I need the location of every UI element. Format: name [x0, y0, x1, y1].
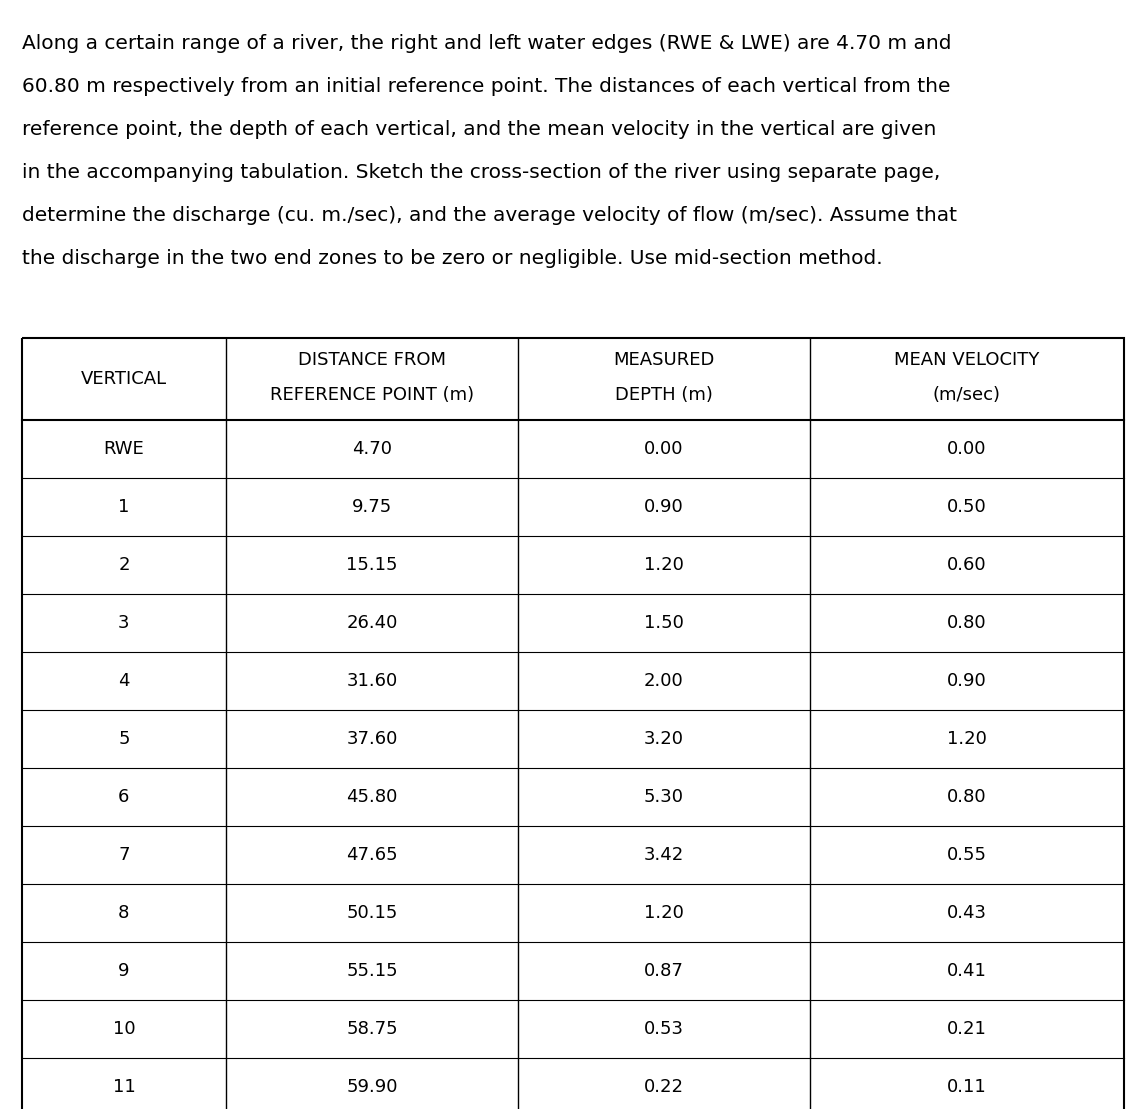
Text: 0.53: 0.53	[644, 1020, 684, 1038]
Text: RWE: RWE	[103, 440, 144, 458]
Text: 0.41: 0.41	[947, 962, 987, 980]
Text: 3: 3	[118, 614, 129, 632]
Text: 0.90: 0.90	[644, 498, 684, 516]
Text: 9: 9	[118, 962, 129, 980]
Text: 0.80: 0.80	[947, 788, 987, 806]
Text: 1.20: 1.20	[947, 730, 987, 747]
Text: 0.43: 0.43	[947, 904, 987, 922]
Text: reference point, the depth of each vertical, and the mean velocity in the vertic: reference point, the depth of each verti…	[22, 120, 936, 139]
Text: 2: 2	[118, 556, 129, 574]
Text: 4: 4	[118, 672, 129, 690]
Text: DISTANCE FROM: DISTANCE FROM	[298, 352, 446, 369]
Text: 6: 6	[118, 788, 129, 806]
Text: 1.50: 1.50	[644, 614, 684, 632]
Text: determine the discharge (cu. m./sec), and the average velocity of flow (m/sec). : determine the discharge (cu. m./sec), an…	[22, 206, 957, 225]
Text: 1.20: 1.20	[644, 556, 684, 574]
Text: 4.70: 4.70	[352, 440, 392, 458]
Text: MEASURED: MEASURED	[613, 352, 715, 369]
Text: the discharge in the two end zones to be zero or negligible. Use mid-section met: the discharge in the two end zones to be…	[22, 250, 882, 268]
Text: 60.80 m respectively from an initial reference point. The distances of each vert: 60.80 m respectively from an initial ref…	[22, 77, 950, 96]
Text: 15.15: 15.15	[346, 556, 398, 574]
Text: 3.42: 3.42	[644, 846, 684, 864]
Text: 50.15: 50.15	[346, 904, 398, 922]
Text: 55.15: 55.15	[346, 962, 398, 980]
Text: 0.87: 0.87	[644, 962, 684, 980]
Text: 3.20: 3.20	[644, 730, 684, 747]
Text: 1.20: 1.20	[644, 904, 684, 922]
Text: 7: 7	[118, 846, 129, 864]
Text: 31.60: 31.60	[346, 672, 398, 690]
Text: REFERENCE POINT (m): REFERENCE POINT (m)	[269, 386, 474, 405]
Text: 37.60: 37.60	[346, 730, 398, 747]
Text: Along a certain range of a river, the right and left water edges (RWE & LWE) are: Along a certain range of a river, the ri…	[22, 34, 951, 53]
Text: VERTICAL: VERTICAL	[81, 370, 167, 388]
Text: 58.75: 58.75	[346, 1020, 398, 1038]
Text: MEAN VELOCITY: MEAN VELOCITY	[894, 352, 1039, 369]
Text: 0.21: 0.21	[947, 1020, 987, 1038]
Text: DEPTH (m): DEPTH (m)	[615, 386, 713, 405]
Text: 8: 8	[118, 904, 129, 922]
Text: 59.90: 59.90	[346, 1078, 398, 1096]
Text: 0.00: 0.00	[644, 440, 684, 458]
Text: 26.40: 26.40	[346, 614, 398, 632]
Text: 0.90: 0.90	[947, 672, 987, 690]
Text: 1: 1	[118, 498, 129, 516]
Text: 0.60: 0.60	[947, 556, 987, 574]
Text: 5.30: 5.30	[644, 788, 684, 806]
Text: 2.00: 2.00	[644, 672, 684, 690]
Text: 9.75: 9.75	[352, 498, 392, 516]
Text: 0.00: 0.00	[948, 440, 987, 458]
Text: 0.50: 0.50	[947, 498, 987, 516]
Text: in the accompanying tabulation. Sketch the cross-section of the river using sepa: in the accompanying tabulation. Sketch t…	[22, 163, 941, 182]
Bar	[22, 338, 1124, 1109]
Text: 45.80: 45.80	[346, 788, 398, 806]
Text: 0.80: 0.80	[947, 614, 987, 632]
Text: 10: 10	[112, 1020, 135, 1038]
Text: 0.55: 0.55	[947, 846, 987, 864]
Text: 0.22: 0.22	[644, 1078, 684, 1096]
Text: 0.11: 0.11	[947, 1078, 987, 1096]
Text: (m/sec): (m/sec)	[933, 386, 1000, 405]
Text: 5: 5	[118, 730, 129, 747]
Text: 47.65: 47.65	[346, 846, 398, 864]
Text: 11: 11	[112, 1078, 135, 1096]
